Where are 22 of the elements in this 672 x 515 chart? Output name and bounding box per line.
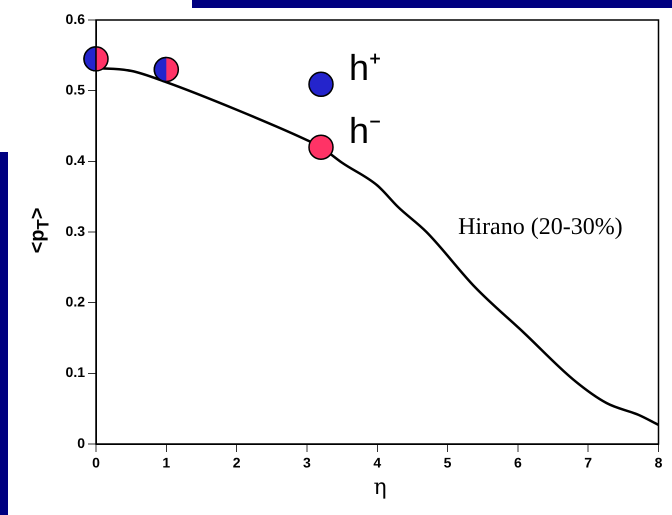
y-tick-label: 0.3 bbox=[66, 222, 86, 239]
y-tick-label: 0.2 bbox=[66, 294, 86, 310]
point bbox=[308, 134, 334, 160]
series-label: h⁻ bbox=[349, 110, 382, 152]
x-tick-label: 6 bbox=[514, 454, 522, 470]
x-tick-label: 0 bbox=[92, 454, 100, 470]
x-tick-label: 8 bbox=[654, 454, 663, 470]
x-tick-label: 3 bbox=[303, 454, 312, 470]
x-tick-label: 1 bbox=[162, 454, 170, 470]
x-tick-label: 7 bbox=[584, 454, 592, 470]
x-tick-label: 2 bbox=[232, 454, 241, 470]
y-tick-label: 0 bbox=[77, 434, 86, 451]
y-tick-label: 0.6 bbox=[66, 10, 86, 27]
y-tick-label: 0.5 bbox=[66, 82, 86, 98]
point bbox=[308, 72, 334, 98]
y-tick-label: 0.1 bbox=[66, 364, 86, 380]
x-axis-title: η bbox=[374, 475, 387, 500]
series-label: h⁺ bbox=[349, 47, 382, 88]
x-tick-label: 5 bbox=[444, 454, 452, 470]
y-tick-label: 0.4 bbox=[66, 152, 86, 168]
x-tick-label: 4 bbox=[373, 454, 382, 470]
annotation: Hirano (20-30%) bbox=[458, 214, 623, 240]
